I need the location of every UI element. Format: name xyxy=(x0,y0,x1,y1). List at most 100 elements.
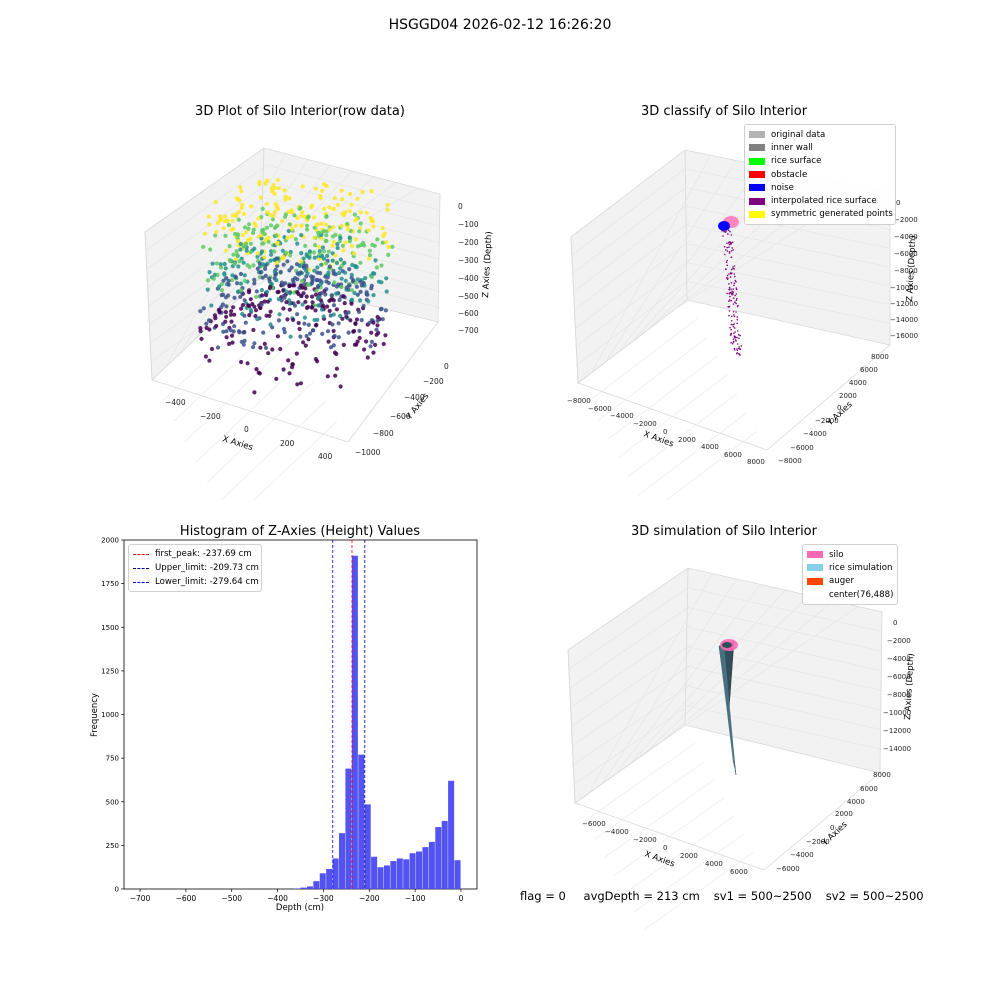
point xyxy=(231,252,236,257)
point xyxy=(310,294,315,299)
point xyxy=(385,207,390,212)
point xyxy=(223,214,228,219)
point xyxy=(242,313,247,318)
histogram-bar xyxy=(383,865,390,889)
legend-label: symmetric generated points xyxy=(771,209,893,220)
legend-label: rice simulation xyxy=(829,562,893,573)
legend-label: auger xyxy=(829,576,854,587)
legend-swatch xyxy=(133,553,149,555)
point xyxy=(223,233,228,238)
point xyxy=(233,231,238,237)
point xyxy=(222,271,227,276)
grid-line xyxy=(232,182,397,304)
interpolated-point xyxy=(735,280,737,283)
point xyxy=(380,240,385,245)
interpolated-point xyxy=(739,348,742,351)
point xyxy=(301,291,306,296)
point xyxy=(252,277,257,282)
point xyxy=(287,196,292,201)
point xyxy=(287,291,292,296)
point xyxy=(267,313,272,318)
point xyxy=(358,243,363,248)
cls-xtick-3: −2000 xyxy=(633,420,657,428)
cls-xtick-0: −8000 xyxy=(567,397,591,405)
point xyxy=(238,281,244,286)
point xyxy=(232,295,237,300)
point xyxy=(336,335,341,340)
grid-line xyxy=(568,586,690,670)
point xyxy=(303,286,308,291)
point xyxy=(237,259,242,264)
interpolated-point xyxy=(734,275,736,278)
point xyxy=(266,351,271,356)
point xyxy=(244,230,249,235)
point xyxy=(198,326,203,331)
point xyxy=(253,314,258,319)
interpolated-point xyxy=(726,264,728,267)
histogram-bar xyxy=(396,858,403,889)
grid-line xyxy=(614,797,725,876)
legend-label: rice surface xyxy=(771,156,822,167)
point xyxy=(366,256,371,261)
interpolated-point xyxy=(729,272,732,274)
point xyxy=(283,214,288,219)
point xyxy=(235,252,240,258)
point xyxy=(213,233,218,238)
point xyxy=(334,260,340,265)
point xyxy=(220,302,225,307)
y-tick-label: 1500 xyxy=(101,624,119,632)
grid-line xyxy=(263,163,441,211)
point xyxy=(359,283,364,288)
point xyxy=(300,209,305,215)
interpolated-point xyxy=(735,299,738,302)
point xyxy=(338,257,343,262)
point xyxy=(235,196,240,201)
point xyxy=(306,215,311,220)
grid-line xyxy=(184,339,294,442)
point xyxy=(315,317,320,322)
interpolated-point xyxy=(726,259,728,262)
interpolated-point xyxy=(728,252,731,254)
point xyxy=(259,302,264,307)
point xyxy=(340,243,345,248)
x-tick-label: −600 xyxy=(176,894,197,903)
point xyxy=(268,284,273,290)
point xyxy=(331,343,336,348)
simulation-rice-surface xyxy=(718,639,738,776)
point xyxy=(309,305,315,310)
point xyxy=(327,264,332,269)
point xyxy=(262,341,267,346)
point xyxy=(371,350,376,355)
point xyxy=(252,246,257,251)
point xyxy=(217,284,222,289)
raw-zlabel: Z Axies (Depth) xyxy=(481,231,494,298)
cls-ztick-1: −2000 xyxy=(894,216,918,224)
interpolated-point xyxy=(730,329,732,331)
point xyxy=(304,333,309,339)
point xyxy=(231,305,236,310)
point xyxy=(316,303,321,308)
point xyxy=(201,306,206,311)
legend-swatch xyxy=(807,551,823,559)
legend-swatch xyxy=(133,567,149,569)
point xyxy=(327,205,332,210)
legend-label: noise xyxy=(771,182,794,193)
point xyxy=(228,312,233,317)
point xyxy=(230,218,235,223)
point xyxy=(349,272,354,277)
point xyxy=(331,239,336,244)
point xyxy=(281,326,287,332)
point xyxy=(323,222,328,227)
raw-xtick-4: 400 xyxy=(318,452,333,461)
grid-line xyxy=(570,625,691,708)
grid-line xyxy=(571,644,692,727)
point xyxy=(206,214,211,219)
legend-label: original data xyxy=(771,129,826,140)
point xyxy=(214,261,219,266)
interpolated-point xyxy=(734,339,737,341)
grid-line xyxy=(687,587,883,632)
grid-line xyxy=(685,205,891,249)
grid-line xyxy=(571,168,687,256)
point xyxy=(339,188,344,193)
interpolated-point xyxy=(733,284,735,287)
